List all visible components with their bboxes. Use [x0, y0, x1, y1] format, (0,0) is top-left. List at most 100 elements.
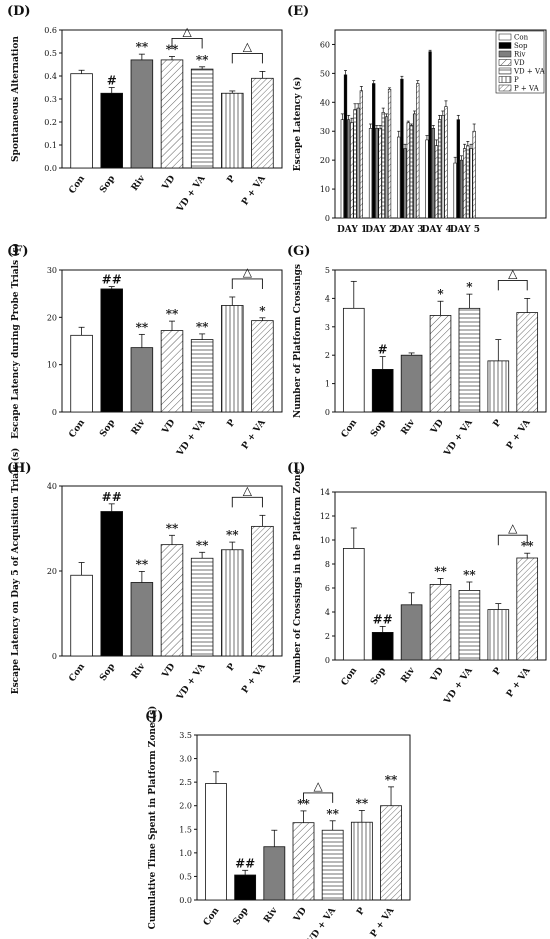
x-tick-label: VD + VA	[175, 417, 208, 459]
significance-mark: *	[466, 280, 473, 294]
x-tick-label: VD + VA	[175, 173, 208, 215]
y-tick-label: 6	[325, 584, 330, 593]
legend-swatch	[498, 67, 512, 75]
y-axis-label: Number of Platform Crossings	[293, 264, 303, 418]
y-tick-label: 4	[325, 608, 330, 617]
bar	[466, 145, 470, 219]
bar	[356, 107, 360, 219]
x-tick-label: DAY 5	[450, 225, 480, 235]
y-tick-label: 1.5	[179, 825, 192, 834]
y-tick-label: 60	[320, 40, 330, 49]
bar	[251, 525, 274, 657]
legend-label: Con	[514, 34, 529, 42]
bar	[100, 511, 123, 657]
chart-panel: (D) 0.0 0.1 0.2 0.3 0.4 0.5 0.6 Spontaneous Alte…	[7, 4, 283, 215]
y-tick-label: 1	[325, 380, 330, 389]
significance-mark: **	[166, 521, 179, 535]
significance-mark: **	[136, 40, 149, 54]
bar	[342, 307, 365, 413]
y-tick-label: 4	[325, 294, 330, 303]
legend-label: P + VA	[514, 85, 540, 93]
comparison-bracket	[171, 38, 203, 49]
bar	[412, 113, 417, 219]
x-tick-label: DAY 2	[365, 225, 395, 235]
bar	[429, 315, 452, 413]
comparison-bracket	[231, 52, 263, 64]
x-tick-label: Sop	[98, 418, 117, 439]
bar	[400, 354, 423, 413]
y-tick-label: 0.2	[44, 118, 57, 127]
comparison-bracket	[497, 279, 528, 291]
y-tick-label: 0	[325, 408, 330, 417]
significance-mark: ##	[235, 856, 255, 870]
x-tick-label: Sop	[232, 906, 251, 927]
y-tick-label: 0.5	[179, 872, 192, 881]
bar	[400, 604, 423, 661]
x-tick-label: P	[492, 418, 504, 429]
significance-mark: **	[136, 320, 149, 334]
x-tick-label: DAY 3	[393, 225, 423, 235]
y-tick-label: 0.0	[44, 164, 57, 173]
y-tick-label: 20	[47, 567, 57, 576]
y-tick-label: 0	[325, 214, 330, 223]
bar	[516, 312, 539, 413]
x-tick-label: P + VA	[505, 417, 533, 451]
bar	[359, 90, 363, 219]
bar	[409, 125, 414, 219]
bar	[353, 109, 357, 219]
y-tick-label: 5	[325, 266, 330, 275]
bar	[463, 148, 467, 219]
bar	[384, 116, 389, 219]
bar	[100, 288, 123, 413]
bar	[340, 119, 344, 219]
bar	[431, 128, 435, 219]
significance-mark: ##	[373, 612, 393, 626]
x-tick-label: Con	[68, 662, 88, 684]
significance-mark: **	[326, 807, 339, 821]
legend-label: VD + VA	[513, 68, 546, 76]
y-tick-label: 0	[325, 656, 330, 665]
panel-label: (F)	[7, 244, 29, 259]
x-tick-label: Riv	[130, 661, 148, 681]
y-tick-label: 3.0	[179, 755, 192, 764]
chart-panel: (G) 0 1 2 3 4 5 Number of Platform Crossings Con…	[287, 244, 547, 459]
x-tick-label: DAY 4	[422, 225, 452, 235]
x-tick-label: VD + VA	[442, 665, 475, 707]
x-tick-label: Con	[340, 666, 360, 688]
bar	[469, 148, 473, 219]
comparison-bracket	[231, 278, 263, 289]
significance-mark: **	[196, 53, 209, 67]
x-tick-label: Riv	[130, 417, 148, 437]
x-tick-label: P + VA	[240, 417, 268, 451]
x-tick-label: Riv	[400, 665, 418, 685]
significance-mark: **	[166, 42, 179, 56]
legend-swatch	[498, 33, 512, 41]
bar	[190, 557, 214, 657]
x-tick-label: P	[492, 666, 504, 677]
significance-mark: #	[107, 74, 117, 88]
y-tick-label: 2	[325, 351, 330, 360]
significance-mark: **	[166, 307, 179, 321]
significance-mark: **	[297, 797, 310, 811]
bar	[368, 128, 373, 219]
bar	[437, 119, 442, 219]
bar	[429, 584, 452, 661]
bar	[428, 51, 432, 219]
y-tick-label: 10	[320, 185, 330, 194]
x-tick-label: P	[355, 906, 367, 917]
legend-label: Riv	[514, 51, 526, 59]
x-tick-label: Sop	[98, 174, 117, 195]
bar	[397, 136, 401, 219]
bar	[234, 874, 257, 901]
bar	[221, 549, 244, 657]
y-tick-label: 30	[320, 127, 330, 136]
y-tick-label: 0.0	[179, 896, 192, 905]
bar	[100, 92, 123, 169]
legend-swatch	[498, 84, 512, 92]
x-tick-label: P + VA	[369, 905, 397, 939]
bar	[251, 77, 274, 169]
x-tick-label: VD	[160, 662, 177, 681]
bar	[487, 360, 510, 413]
bar	[444, 106, 448, 219]
legend-swatch	[498, 59, 512, 66]
